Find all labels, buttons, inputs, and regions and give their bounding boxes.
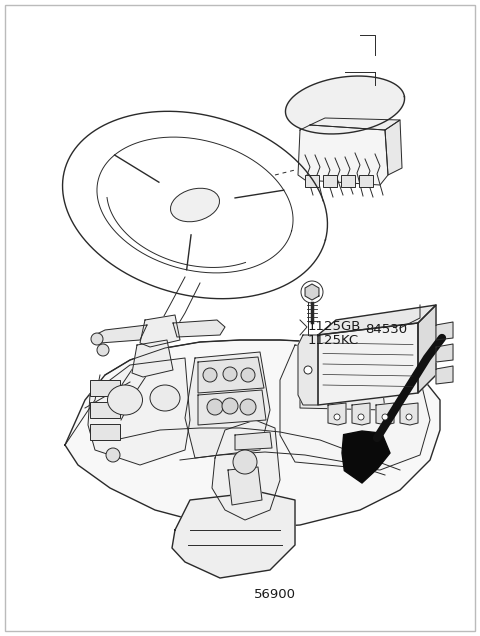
Polygon shape	[376, 403, 394, 425]
Bar	[90, 380, 120, 396]
Polygon shape	[198, 357, 264, 393]
Polygon shape	[298, 335, 318, 405]
Polygon shape	[318, 323, 418, 405]
Circle shape	[304, 366, 312, 374]
Polygon shape	[318, 305, 436, 335]
Text: 1125GB: 1125GB	[307, 320, 360, 333]
Circle shape	[106, 448, 120, 462]
Polygon shape	[212, 420, 280, 520]
Polygon shape	[436, 322, 453, 340]
Polygon shape	[418, 305, 436, 393]
Polygon shape	[300, 360, 385, 410]
Polygon shape	[198, 390, 266, 425]
Circle shape	[207, 399, 223, 415]
Circle shape	[241, 368, 255, 382]
Text: 56900: 56900	[254, 588, 296, 601]
Bar	[341, 175, 355, 187]
Circle shape	[406, 414, 412, 420]
Polygon shape	[328, 403, 346, 425]
Bar	[305, 175, 319, 187]
Circle shape	[334, 414, 340, 420]
Bar	[359, 175, 373, 187]
Circle shape	[97, 344, 109, 356]
Polygon shape	[172, 492, 295, 578]
Polygon shape	[132, 340, 173, 377]
Ellipse shape	[170, 188, 219, 222]
Circle shape	[91, 333, 103, 345]
Text: 84530: 84530	[365, 323, 407, 336]
Circle shape	[222, 398, 238, 414]
Polygon shape	[173, 320, 225, 337]
Polygon shape	[436, 344, 453, 362]
Circle shape	[240, 399, 256, 415]
Bar	[323, 175, 337, 187]
Polygon shape	[305, 284, 319, 300]
Ellipse shape	[150, 385, 180, 411]
Ellipse shape	[108, 385, 143, 415]
Polygon shape	[436, 366, 453, 384]
Text: 1125KC: 1125KC	[307, 334, 359, 347]
Circle shape	[233, 450, 257, 474]
Polygon shape	[228, 467, 262, 505]
Bar	[90, 402, 120, 418]
Polygon shape	[286, 76, 405, 134]
Bar	[90, 424, 120, 440]
Circle shape	[382, 414, 388, 420]
Polygon shape	[310, 118, 400, 130]
Polygon shape	[88, 358, 190, 465]
Polygon shape	[400, 403, 418, 425]
Circle shape	[358, 414, 364, 420]
Polygon shape	[280, 345, 430, 470]
Polygon shape	[298, 125, 388, 185]
Polygon shape	[385, 120, 402, 175]
Polygon shape	[235, 432, 272, 450]
Circle shape	[223, 367, 237, 381]
Polygon shape	[95, 325, 147, 343]
Polygon shape	[185, 352, 270, 458]
Polygon shape	[140, 315, 180, 347]
Circle shape	[203, 368, 217, 382]
Polygon shape	[65, 340, 440, 528]
Polygon shape	[352, 403, 370, 425]
Polygon shape	[342, 431, 390, 483]
